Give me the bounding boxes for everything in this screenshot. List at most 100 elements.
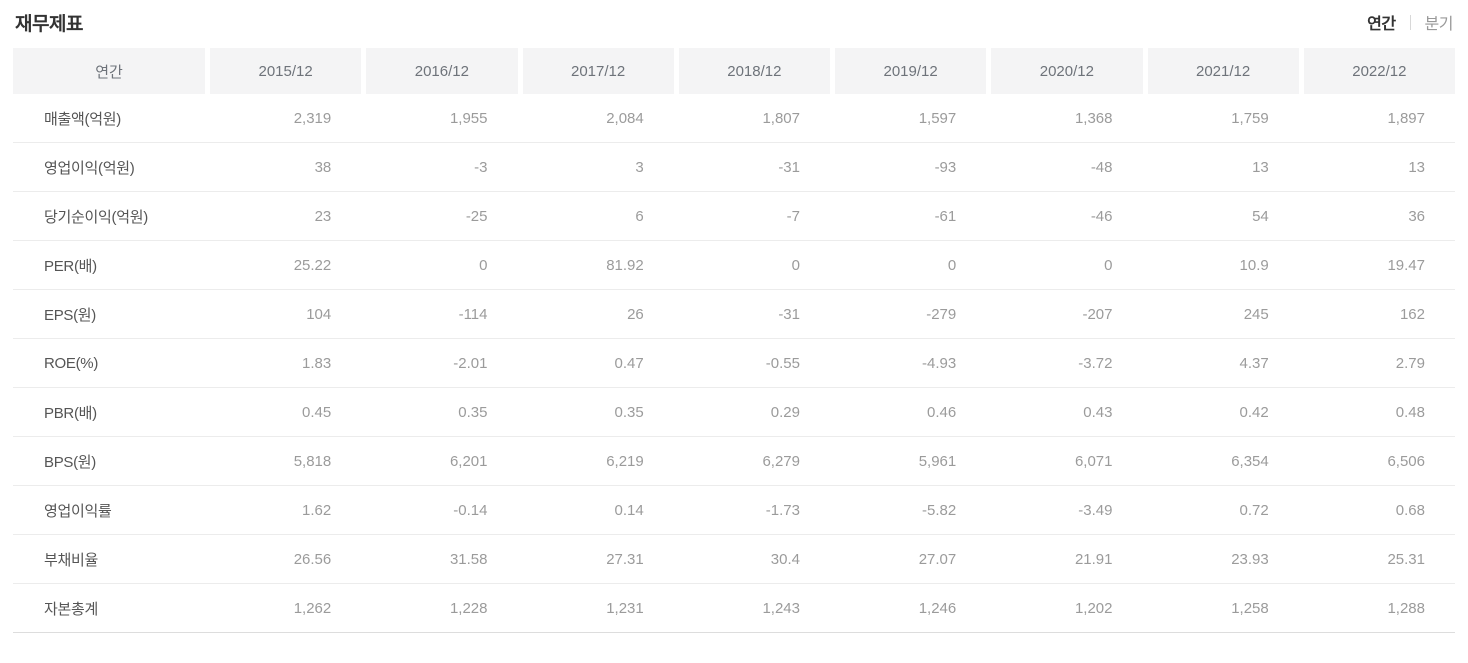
cell-value: 38 [314,158,332,176]
cell-value: 13 [1252,158,1269,176]
table-row: 영업이익(억원) 38 -3 3 -31 -93 -48 13 13 [13,143,1455,192]
table-row: EPS(원) 104 -114 26 -31 -279 -207 245 162 [13,290,1455,339]
cell-value: -0.55 [765,354,800,372]
row-label: 영업이익(억원) [44,159,135,177]
cell-value: 1.83 [302,354,332,372]
cell-value: 1,243 [762,599,800,617]
cell-value: 0.48 [1395,403,1425,421]
table-row: 영업이익률 1.62 -0.14 0.14 -1.73 -5.82 -3.49 0.72 0.6… [13,486,1455,535]
panel-header: 재무제표 연간 분기 [13,0,1455,48]
financial-table: 연간 2015/12 2016/12 2017/12 2018/12 2019/… [13,48,1455,633]
cell-value: -31 [778,158,800,176]
cell-value: -5.82 [922,501,957,519]
row-label: EPS(원) [44,306,97,324]
table-row: PER(배) 25.22 0 81.92 0 0 0 10.9 19.47 [13,241,1455,290]
cell-value: 1,368 [1074,109,1113,127]
cell-value: 1,202 [1074,599,1113,617]
cell-value: 27.31 [606,550,644,568]
cell-value: 0.43 [1083,403,1113,421]
cell-value: -279 [926,305,957,323]
cell-value: 19.47 [1387,256,1425,274]
cell-value: 0.35 [614,403,644,421]
cell-value: 0.68 [1395,501,1425,519]
cell-value: 0 [479,256,488,274]
table-row: 부채비율 26.56 31.58 27.31 30.4 27.07 21.91 23.93 25… [13,535,1455,584]
cell-value: 2.79 [1395,354,1425,372]
cell-value: -93 [934,158,957,176]
cell-value: 6,279 [762,452,800,470]
row-label: 매출액(억원) [44,110,121,128]
cell-value: -48 [1090,158,1113,176]
column-header: 2022/12 [1303,48,1455,94]
cell-value: -1.73 [765,501,800,519]
cell-value: 21.91 [1074,550,1113,568]
cell-value: 2,084 [606,109,644,127]
table-header-row: 연간 2015/12 2016/12 2017/12 2018/12 2019/… [13,48,1455,94]
cell-value: -25 [465,207,488,225]
tab-annual[interactable]: 연간 [1367,10,1396,34]
cell-value: 3 [635,158,644,176]
cell-value: 0.46 [927,403,957,421]
column-header: 2016/12 [366,48,518,94]
column-header: 2021/12 [1147,48,1299,94]
cell-value: 6,201 [449,452,488,470]
cell-value: 1,807 [762,109,800,127]
cell-value: 6,219 [606,452,644,470]
cell-value: 0 [791,256,800,274]
table-body: 매출액(억원) 2,319 1,955 2,084 1,807 1,597 1,368 1,7… [13,94,1455,633]
cell-value: 0.42 [1239,403,1269,421]
row-label: 영업이익률 [44,502,112,520]
cell-value: -31 [778,305,800,323]
cell-value: 5,818 [293,452,332,470]
cell-value: 1,262 [293,599,332,617]
cell-value: -0.14 [453,501,488,519]
cell-value: 1,258 [1231,599,1269,617]
cell-value: -3 [474,158,488,176]
column-header: 2019/12 [835,48,987,94]
cell-value: -3.49 [1078,501,1113,519]
cell-value: 5,961 [918,452,957,470]
cell-value: -7 [786,207,800,225]
period-toggle: 연간 분기 [1367,10,1455,34]
cell-value: 81.92 [606,256,644,274]
cell-value: 104 [306,305,332,323]
cell-value: 0.35 [458,403,488,421]
cell-value: -207 [1082,305,1113,323]
table-row: 자본총계 1,262 1,228 1,231 1,243 1,246 1,202 1,258 1… [13,584,1455,633]
cell-value: 31.58 [449,550,488,568]
cell-value: 1,897 [1387,109,1425,127]
cell-value: 6,354 [1231,452,1269,470]
cell-value: 13 [1408,158,1425,176]
column-header: 2017/12 [522,48,674,94]
cell-value: 10.9 [1239,256,1269,274]
row-label: 부채비율 [44,551,99,569]
corner-header-cell: 연간 [13,48,205,94]
cell-value: 0 [1104,256,1113,274]
cell-value: -114 [458,305,488,323]
table-row: 당기순이익(억원) 23 -25 6 -7 -61 -46 54 36 [13,192,1455,241]
cell-value: 1,288 [1387,599,1425,617]
cell-value: -3.72 [1078,354,1113,372]
cell-value: 27.07 [918,550,957,568]
cell-value: -2.01 [453,354,488,372]
cell-value: 1,759 [1231,109,1269,127]
column-header: 2020/12 [991,48,1143,94]
table-row: BPS(원) 5,818 6,201 6,219 6,279 5,961 6,071 6,35… [13,437,1455,486]
row-label: ROE(%) [44,354,99,372]
table-row: ROE(%) 1.83 -2.01 0.47 -0.55 -4.93 -3.72 4.37 2.… [13,339,1455,388]
column-header: 2018/12 [678,48,830,94]
cell-value: 0.72 [1239,501,1269,519]
table-row: PBR(배) 0.45 0.35 0.35 0.29 0.46 0.43 0.42 0.48 [13,388,1455,437]
cell-value: 1,246 [918,599,957,617]
cell-value: 0.29 [770,403,800,421]
cell-value: -46 [1090,207,1113,225]
tab-quarterly[interactable]: 분기 [1425,10,1454,34]
cell-value: 1,231 [606,599,644,617]
page-title: 재무제표 [15,13,83,35]
cell-value: 1,228 [449,599,488,617]
row-label: BPS(원) [44,453,97,471]
cell-value: 6,071 [1074,452,1113,470]
cell-value: 26 [627,305,644,323]
cell-value: 4.37 [1239,354,1269,372]
cell-value: 2,319 [293,109,332,127]
